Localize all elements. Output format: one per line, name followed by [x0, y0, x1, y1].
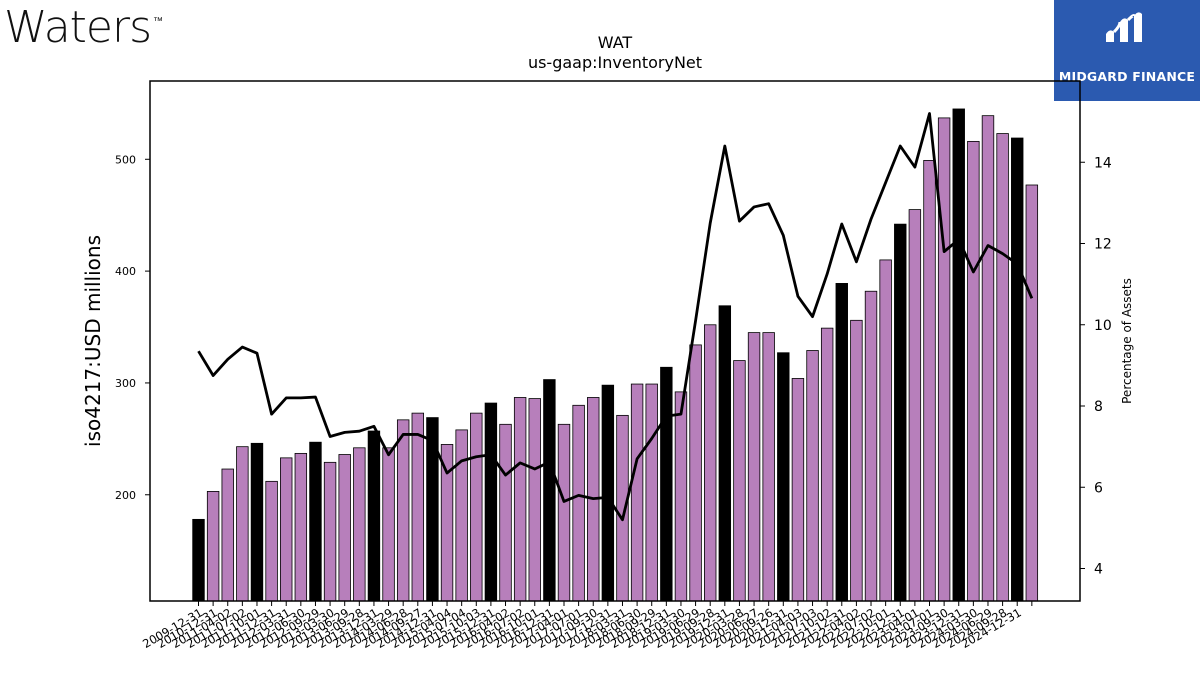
y2-tick-label: 14 [1094, 155, 1112, 171]
bar [791, 378, 805, 602]
line-series [197, 112, 1034, 522]
partner-name: MIDGARD FINANCE [1058, 69, 1196, 84]
y2-tick-label: 8 [1094, 399, 1103, 415]
bar [981, 115, 995, 602]
bar [426, 417, 439, 602]
y-tick-label: 300 [115, 377, 136, 390]
bar [835, 283, 848, 602]
percentage-line [197, 112, 1034, 522]
bar [338, 454, 351, 602]
partner-logo-mark-icon [1106, 12, 1142, 42]
bar [806, 350, 819, 602]
bar [470, 412, 483, 602]
bar [192, 518, 205, 602]
bar [937, 117, 951, 602]
y-axis-label: iso4217:USD millions [81, 235, 105, 447]
y-tick-label: 400 [115, 265, 136, 278]
chart-subtitle: us-gaap:InventoryNet [528, 53, 702, 72]
bar [309, 441, 322, 602]
bar [1025, 184, 1039, 602]
bar [952, 108, 965, 602]
bar [747, 332, 761, 602]
bar [864, 290, 878, 602]
bar [543, 379, 556, 602]
bar [206, 491, 220, 602]
x-axis: 2009-12-312010-12-312011-04-022011-07-02… [140, 601, 1033, 651]
bar [484, 402, 498, 602]
bar [850, 319, 863, 602]
bar [674, 391, 688, 602]
plot-frame [149, 80, 1081, 602]
bar [820, 327, 834, 602]
bar [923, 159, 936, 602]
bar [704, 324, 717, 602]
y-tick-label: 500 [115, 153, 136, 166]
bar [762, 332, 775, 602]
bar [645, 383, 658, 602]
chart-title: WAT [598, 33, 633, 52]
bar [367, 430, 381, 602]
y2-tick-label: 6 [1094, 480, 1103, 496]
brand-logo: Waters ™ [4, 2, 163, 53]
bar [996, 133, 1009, 602]
bar [660, 366, 673, 602]
y2-tick-label: 10 [1094, 318, 1112, 334]
bar [236, 446, 249, 602]
y-axis-right: 4 6 8 10 12 14 [1080, 155, 1112, 578]
bar [1011, 137, 1024, 602]
y2-axis-label: Percentage of Assets [1120, 278, 1134, 404]
bar [557, 423, 571, 602]
bar [396, 419, 410, 602]
bar [733, 360, 746, 602]
bar [777, 352, 790, 602]
bar [280, 457, 293, 602]
bar [894, 223, 907, 602]
y2-tick-label: 12 [1094, 237, 1112, 253]
bar [718, 305, 732, 602]
bar [689, 344, 702, 602]
brand-name: Waters [4, 2, 152, 53]
bar [382, 447, 395, 602]
bar [879, 259, 892, 602]
bar [455, 429, 468, 602]
bar [528, 398, 541, 602]
bar [323, 461, 337, 602]
bar [630, 383, 644, 602]
y-tick-label: 200 [115, 489, 136, 502]
brand-trademark: ™ [153, 16, 163, 27]
y2-tick-label: 4 [1094, 562, 1103, 578]
bar [265, 480, 278, 602]
bar [294, 452, 308, 602]
bar [499, 423, 512, 602]
bar [601, 384, 615, 602]
bar [908, 209, 922, 602]
partner-logo: MIDGARD FINANCE [1054, 0, 1200, 101]
y-axis-left: 200 300 400 500 [115, 153, 150, 502]
bar-series [192, 108, 1039, 602]
bar [411, 412, 425, 602]
bar [572, 404, 585, 602]
bar [250, 442, 264, 602]
bar [353, 447, 366, 602]
bar [221, 468, 234, 602]
bar [967, 140, 980, 602]
bar [513, 397, 527, 602]
